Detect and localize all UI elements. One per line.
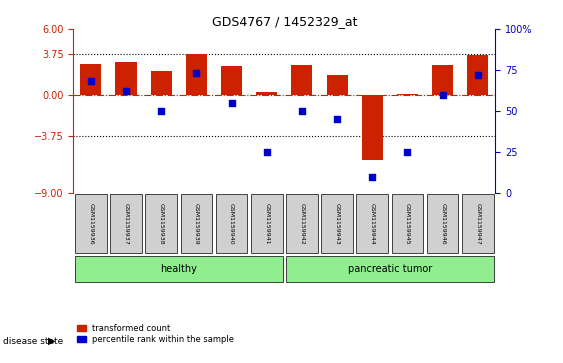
Text: healthy: healthy [160, 264, 197, 274]
Bar [467, 55, 488, 95]
Point [262, 149, 271, 155]
FancyBboxPatch shape [392, 194, 423, 253]
Point [403, 149, 412, 155]
Text: GSM1159945: GSM1159945 [405, 203, 410, 245]
Bar [80, 64, 101, 95]
Bar [362, 95, 383, 160]
Bar [432, 65, 453, 95]
Text: GSM1159937: GSM1159937 [123, 203, 128, 245]
Point [333, 116, 342, 122]
Text: disease state: disease state [3, 337, 63, 346]
Legend: transformed count, percentile rank within the sample: transformed count, percentile rank withi… [77, 323, 234, 344]
Text: GSM1159940: GSM1159940 [229, 203, 234, 245]
Text: GSM1159946: GSM1159946 [440, 203, 445, 245]
Bar [256, 93, 277, 95]
Point [297, 108, 306, 114]
FancyBboxPatch shape [286, 194, 318, 253]
Bar [221, 66, 242, 95]
FancyBboxPatch shape [251, 194, 283, 253]
Text: GSM1159943: GSM1159943 [334, 203, 339, 245]
Point [438, 92, 447, 98]
Bar [115, 62, 136, 95]
Point [86, 79, 95, 85]
FancyBboxPatch shape [216, 194, 247, 253]
FancyBboxPatch shape [75, 256, 283, 282]
Bar [186, 54, 207, 95]
Text: ▶: ▶ [48, 336, 55, 346]
FancyBboxPatch shape [356, 194, 388, 253]
Point [122, 89, 131, 94]
Point [192, 70, 201, 76]
FancyBboxPatch shape [75, 194, 106, 253]
Text: pancreatic tumor: pancreatic tumor [348, 264, 432, 274]
Text: GSM1159944: GSM1159944 [370, 203, 375, 245]
FancyBboxPatch shape [110, 194, 142, 253]
FancyBboxPatch shape [286, 256, 494, 282]
Point [473, 72, 482, 78]
Text: GSM1159936: GSM1159936 [88, 203, 93, 245]
FancyBboxPatch shape [427, 194, 458, 253]
Text: GSM1159947: GSM1159947 [475, 203, 480, 245]
Title: GDS4767 / 1452329_at: GDS4767 / 1452329_at [212, 15, 357, 28]
Text: GSM1159942: GSM1159942 [300, 203, 305, 245]
Point [157, 108, 166, 114]
FancyBboxPatch shape [321, 194, 353, 253]
FancyBboxPatch shape [181, 194, 212, 253]
FancyBboxPatch shape [462, 194, 494, 253]
Text: GSM1159938: GSM1159938 [159, 203, 164, 245]
Bar [397, 94, 418, 95]
Point [368, 174, 377, 179]
Text: GSM1159941: GSM1159941 [264, 203, 269, 245]
Text: GSM1159939: GSM1159939 [194, 203, 199, 245]
Bar [327, 75, 347, 95]
Bar [292, 65, 312, 95]
FancyBboxPatch shape [145, 194, 177, 253]
Bar [151, 70, 172, 95]
Point [227, 100, 236, 106]
